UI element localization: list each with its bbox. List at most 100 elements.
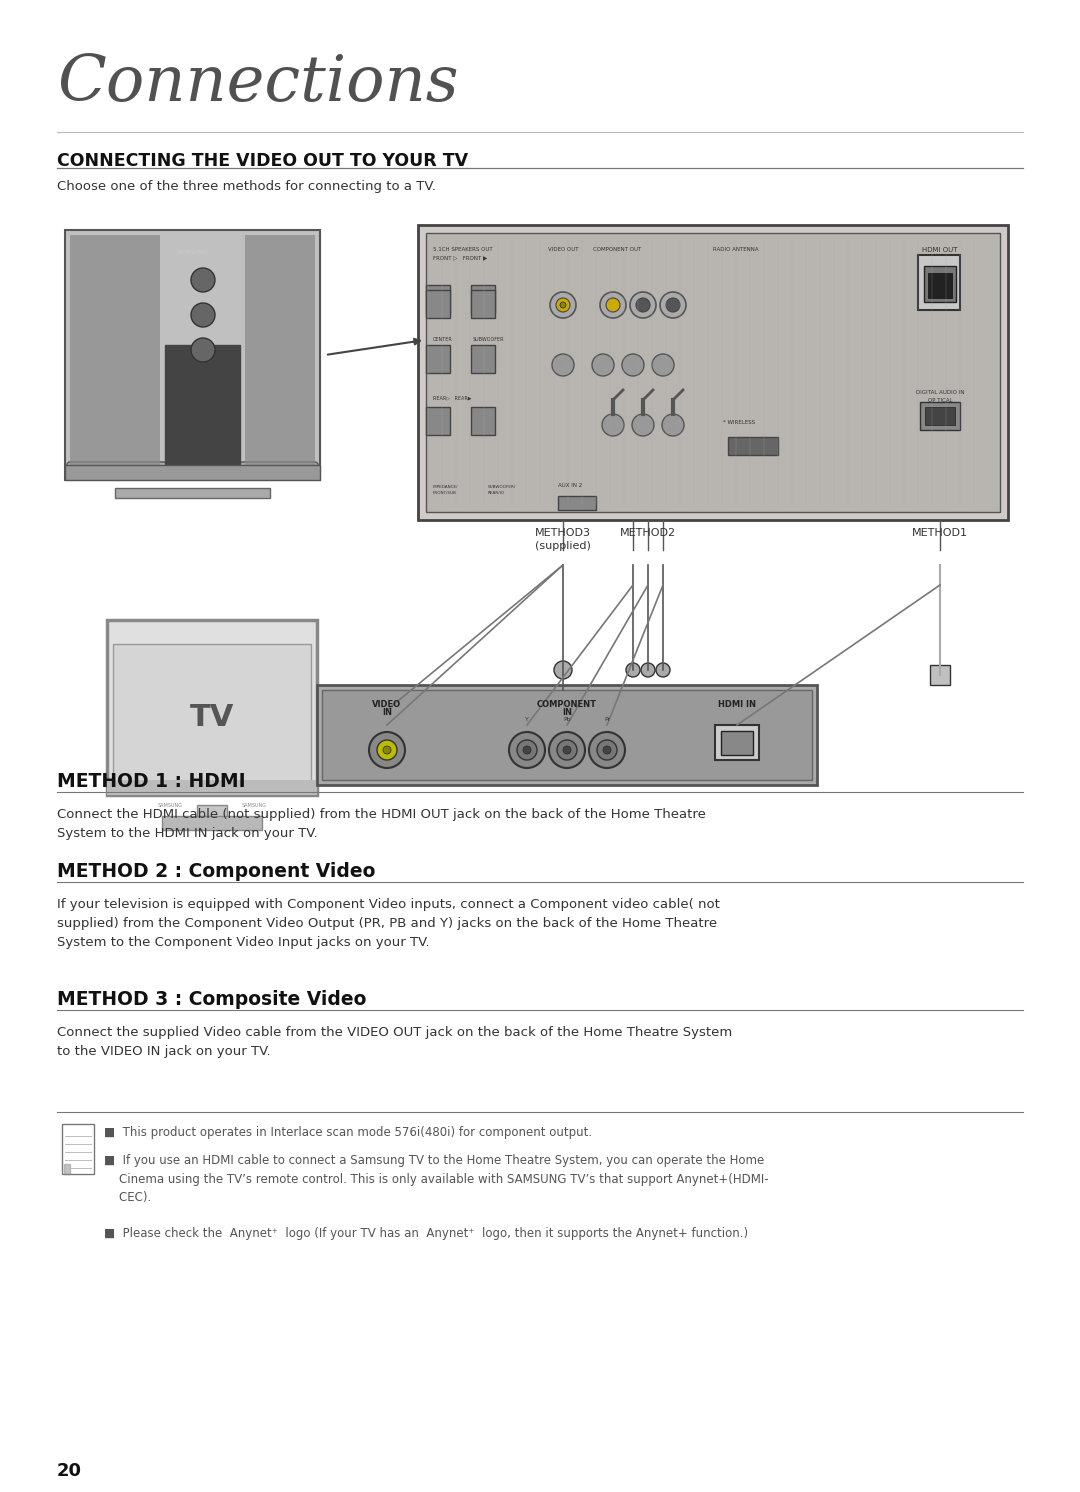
Circle shape [656, 662, 670, 677]
Circle shape [622, 354, 644, 376]
Circle shape [603, 746, 611, 753]
Circle shape [662, 413, 684, 436]
FancyBboxPatch shape [426, 345, 450, 373]
FancyBboxPatch shape [924, 407, 955, 425]
Circle shape [369, 733, 405, 768]
Text: (supplied): (supplied) [535, 542, 591, 551]
Circle shape [600, 292, 626, 318]
FancyBboxPatch shape [162, 816, 262, 830]
FancyBboxPatch shape [165, 345, 240, 466]
Circle shape [589, 733, 625, 768]
Text: Pr: Pr [604, 718, 610, 722]
Circle shape [632, 413, 654, 436]
Text: FRONT ▷   FRONT ▶: FRONT ▷ FRONT ▶ [433, 255, 487, 260]
Text: SUBWOOFER/: SUBWOOFER/ [488, 485, 516, 489]
Text: METHOD2: METHOD2 [620, 528, 676, 539]
Circle shape [377, 740, 397, 759]
Text: ■  This product operates in Interlace scan mode 576i(480i) for component output.: ■ This product operates in Interlace sca… [104, 1126, 592, 1138]
FancyBboxPatch shape [920, 401, 960, 430]
FancyBboxPatch shape [471, 285, 495, 313]
Text: HDMI IN: HDMI IN [718, 700, 756, 709]
FancyBboxPatch shape [197, 806, 227, 821]
Text: COMPONENT OUT: COMPONENT OUT [593, 248, 642, 252]
FancyBboxPatch shape [930, 665, 950, 685]
FancyBboxPatch shape [107, 621, 318, 795]
FancyBboxPatch shape [918, 255, 960, 310]
Circle shape [191, 303, 215, 327]
Text: IN: IN [562, 709, 572, 718]
Text: RADIO ANTENNA: RADIO ANTENNA [713, 248, 758, 252]
Circle shape [554, 661, 572, 679]
Text: CONNECTING THE VIDEO OUT TO YOUR TV: CONNECTING THE VIDEO OUT TO YOUR TV [57, 152, 468, 170]
Circle shape [561, 301, 566, 307]
Circle shape [636, 298, 650, 312]
Text: SAMSUNG: SAMSUNG [158, 803, 183, 809]
FancyBboxPatch shape [924, 266, 956, 301]
Circle shape [630, 292, 656, 318]
Circle shape [383, 746, 391, 753]
Circle shape [563, 746, 571, 753]
Circle shape [556, 298, 570, 312]
Circle shape [660, 292, 686, 318]
Text: REAR/IO: REAR/IO [488, 491, 505, 495]
Circle shape [517, 740, 537, 759]
Circle shape [642, 662, 654, 677]
Text: ■  If you use an HDMI cable to connect a Samsung TV to the Home Theatre System, : ■ If you use an HDMI cable to connect a … [104, 1153, 769, 1204]
Text: Connections: Connections [57, 54, 459, 115]
Circle shape [550, 292, 576, 318]
Text: VIDEO OUT: VIDEO OUT [548, 248, 579, 252]
Circle shape [666, 298, 680, 312]
FancyBboxPatch shape [715, 725, 759, 759]
Text: FRONT/SUB: FRONT/SUB [433, 491, 457, 495]
Text: DIGITAL AUDIO IN: DIGITAL AUDIO IN [916, 389, 964, 395]
FancyBboxPatch shape [62, 1123, 94, 1174]
Circle shape [191, 269, 215, 292]
FancyBboxPatch shape [65, 230, 320, 480]
Circle shape [606, 298, 620, 312]
FancyBboxPatch shape [728, 437, 778, 455]
Text: METHOD 1 : HDMI: METHOD 1 : HDMI [57, 771, 245, 791]
Circle shape [597, 740, 617, 759]
FancyBboxPatch shape [426, 285, 450, 313]
Text: METHOD3: METHOD3 [535, 528, 591, 539]
FancyBboxPatch shape [67, 463, 318, 477]
Text: CENTER: CENTER [433, 337, 453, 342]
FancyBboxPatch shape [113, 645, 311, 789]
FancyBboxPatch shape [114, 488, 270, 498]
Text: If your television is equipped with Component Video inputs, connect a Component : If your television is equipped with Comp… [57, 898, 720, 949]
Polygon shape [64, 1164, 70, 1174]
Text: REAR▷   REAR▶: REAR▷ REAR▶ [433, 395, 472, 400]
Text: Choose one of the three methods for connecting to a TV.: Choose one of the three methods for conn… [57, 181, 436, 192]
FancyBboxPatch shape [471, 289, 495, 318]
Text: TV: TV [190, 703, 234, 731]
Text: METHOD 3 : Composite Video: METHOD 3 : Composite Video [57, 991, 366, 1009]
Text: Connect the supplied Video cable from the VIDEO OUT jack on the back of the Home: Connect the supplied Video cable from th… [57, 1026, 732, 1058]
Text: IN: IN [382, 709, 392, 718]
Circle shape [557, 740, 577, 759]
FancyBboxPatch shape [322, 689, 812, 780]
Text: SAMSUNG: SAMSUNG [242, 803, 267, 809]
Circle shape [652, 354, 674, 376]
Text: Connect the HDMI cable (not supplied) from the HDMI OUT jack on the back of the : Connect the HDMI cable (not supplied) fr… [57, 809, 706, 840]
FancyBboxPatch shape [70, 236, 160, 466]
Text: METHOD 2 : Component Video: METHOD 2 : Component Video [57, 862, 376, 880]
FancyBboxPatch shape [418, 225, 1008, 521]
Text: AUX IN 2: AUX IN 2 [558, 483, 582, 488]
FancyBboxPatch shape [107, 780, 318, 795]
Circle shape [602, 413, 624, 436]
Text: COMPONENT: COMPONENT [537, 700, 597, 709]
Text: SUBWOOFER: SUBWOOFER [473, 337, 504, 342]
Text: SAMSUNG: SAMSUNG [176, 251, 207, 255]
Text: 20: 20 [57, 1462, 82, 1480]
FancyBboxPatch shape [471, 345, 495, 373]
FancyBboxPatch shape [928, 273, 951, 298]
Text: 5.1CH SPEAKERS OUT: 5.1CH SPEAKERS OUT [433, 248, 492, 252]
Circle shape [549, 733, 585, 768]
Text: METHOD1: METHOD1 [912, 528, 968, 539]
FancyBboxPatch shape [426, 407, 450, 436]
FancyBboxPatch shape [245, 236, 315, 466]
FancyBboxPatch shape [318, 685, 816, 785]
Circle shape [626, 662, 640, 677]
Text: HDMI OUT: HDMI OUT [922, 248, 958, 254]
Text: * WIRELESS: * WIRELESS [723, 421, 755, 425]
